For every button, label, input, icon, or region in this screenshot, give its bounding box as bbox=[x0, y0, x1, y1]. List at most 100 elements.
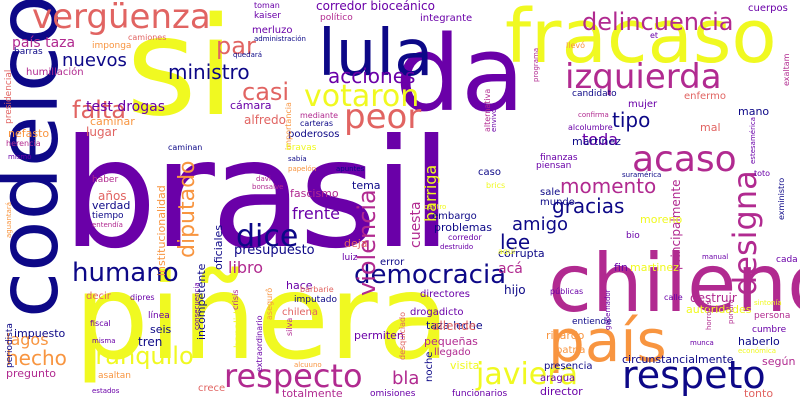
word-economica: económica bbox=[738, 347, 777, 355]
word-destruir: destruir bbox=[690, 291, 737, 305]
word-acciones: acciones bbox=[328, 64, 416, 88]
word-presencia: presencia bbox=[544, 361, 593, 372]
word-candidato: candidato bbox=[572, 89, 617, 99]
word-hecho: hecho bbox=[6, 346, 67, 370]
word-casi: casi bbox=[242, 78, 290, 106]
word-persona: persona bbox=[754, 311, 791, 321]
word-barbarie: barbarie bbox=[300, 285, 334, 294]
word-silva: silva bbox=[285, 317, 294, 336]
word-permiten: permiten bbox=[354, 329, 404, 342]
word-embargo: embargo bbox=[432, 211, 477, 222]
word-fascismo: fascismo bbox=[290, 187, 339, 200]
word-fiscal: fiscal bbox=[90, 319, 111, 328]
word-kaiser: kaiser bbox=[254, 11, 281, 21]
word-toman: toman bbox=[254, 1, 280, 10]
word-totalmente: totalmente bbox=[282, 387, 343, 400]
word-pais-taza: país taza bbox=[12, 35, 76, 51]
word-ricardo: ricardo bbox=[546, 329, 585, 342]
word-davi: davi bbox=[256, 175, 271, 183]
word-impuesto: impuesto bbox=[14, 327, 66, 340]
word-par: par bbox=[216, 32, 256, 60]
word-oficiales: oficiales bbox=[212, 224, 225, 270]
word-imputado: imputado bbox=[294, 295, 337, 305]
word-da: da bbox=[395, 13, 525, 135]
word-alcolumbre: alcolumbre bbox=[568, 123, 613, 132]
word-mal: mal bbox=[700, 121, 721, 134]
word-votaron: votaron bbox=[304, 79, 420, 114]
word-alcuuno: alcuuno bbox=[294, 361, 322, 369]
word-politico: político bbox=[320, 13, 353, 23]
word-bonsalve: bonsalve bbox=[252, 183, 284, 191]
word-tipo: tipo bbox=[612, 108, 651, 132]
word-visita: visita bbox=[450, 359, 480, 372]
word-lugar: lugar bbox=[86, 125, 117, 139]
word-peor: peor bbox=[344, 97, 422, 137]
word-calle: calle bbox=[664, 293, 683, 302]
word-papelon: papelón bbox=[288, 165, 317, 173]
word-tonto: tonto bbox=[744, 387, 774, 400]
word-mujer: mujer bbox=[628, 99, 658, 110]
word-piensan: piensan bbox=[536, 161, 572, 171]
word-lee: lee bbox=[500, 230, 531, 254]
word-bio: bio bbox=[626, 231, 640, 241]
word-lagos: lagos bbox=[6, 330, 49, 349]
word-autoridades: autoridades bbox=[686, 303, 752, 316]
word-manual: manual bbox=[702, 253, 729, 261]
word-sabia: sabía bbox=[288, 155, 307, 163]
word-publicas: públicas bbox=[550, 287, 584, 296]
word-segun: según bbox=[762, 355, 796, 368]
word-envivo: envivo bbox=[490, 108, 498, 132]
word-diputado: diputado bbox=[175, 160, 200, 258]
word-alfredo: alfredo bbox=[244, 113, 286, 127]
word-mediante: mediante bbox=[300, 111, 339, 120]
word-exaltam: exaltam bbox=[782, 53, 791, 86]
word-estados: estados bbox=[92, 387, 120, 395]
word-verguenza: vergüenza bbox=[32, 0, 211, 37]
word-cada: cada bbox=[776, 255, 798, 265]
word-error: error bbox=[380, 257, 405, 268]
word-exministro: exministro bbox=[777, 177, 786, 220]
word-chilena: chilena bbox=[282, 307, 319, 318]
word-directores: directores bbox=[420, 289, 470, 300]
word-javiera: javiera bbox=[476, 357, 578, 392]
word-pequenas: pequeñas bbox=[424, 335, 478, 348]
word-asegurd: asegurô bbox=[265, 287, 274, 320]
word-test-drogas: test drogas bbox=[86, 99, 165, 115]
word-crisis: crisis bbox=[231, 289, 240, 310]
word-tiempo: tiempo bbox=[92, 211, 124, 221]
word-momento: momento bbox=[560, 174, 657, 198]
word-hace: hace bbox=[286, 279, 313, 292]
word-caminar: caminar bbox=[90, 115, 135, 128]
word-camiones: camiones bbox=[128, 33, 167, 42]
word-noche: noche bbox=[424, 351, 435, 382]
word-drogadicto: drogadicto bbox=[410, 307, 464, 318]
word-entiende: entiende bbox=[572, 317, 612, 327]
word-fracaso: fracaso bbox=[505, 0, 777, 80]
word-corredor-bioceanico: corredor bioceánico bbox=[316, 0, 435, 13]
word-dice: dice bbox=[236, 219, 299, 254]
word-aca: acá bbox=[498, 261, 523, 277]
word-toda: toda bbox=[582, 130, 619, 149]
word-caso: caso bbox=[478, 167, 501, 178]
word-hijo: hijo bbox=[504, 283, 526, 297]
word-suramerica: suramérica bbox=[622, 171, 662, 179]
word-finanzas: finanzas bbox=[540, 153, 578, 163]
word-patria: patria bbox=[556, 345, 586, 356]
word-horrores: horrores bbox=[705, 300, 713, 330]
word-confirma: confirma bbox=[578, 111, 609, 119]
word-desquiciado: desquiciado bbox=[398, 311, 407, 360]
word-frente: frente bbox=[292, 204, 340, 223]
word-poderosos: poderosos bbox=[288, 129, 340, 140]
word-munca: munca bbox=[690, 339, 714, 347]
word-gobernador: gobernador bbox=[604, 289, 612, 330]
word-presidencial: presidencial bbox=[4, 69, 14, 124]
word-martinez: martinez bbox=[572, 135, 621, 148]
word-brics: brics bbox=[486, 181, 506, 190]
word-toto: toto bbox=[754, 169, 771, 178]
word-chileno: chileno bbox=[548, 237, 800, 330]
word-presupuesto: presupuesto bbox=[234, 243, 315, 258]
word-director: director bbox=[540, 385, 583, 398]
word-humillacion: humillación bbox=[26, 67, 84, 78]
word-llegado: llegado bbox=[434, 347, 471, 358]
